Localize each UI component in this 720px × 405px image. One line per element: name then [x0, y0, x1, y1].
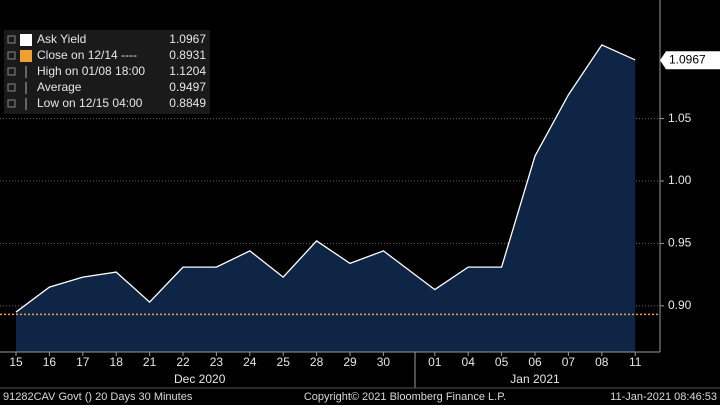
- legend-label: Ask Yield: [37, 32, 86, 46]
- x-tick-label: 29: [343, 355, 357, 369]
- legend-swatch: [20, 34, 32, 46]
- plot-area: [0, 44, 660, 353]
- y-tick-label: 1.00: [668, 173, 692, 187]
- legend-toggle: [7, 67, 16, 76]
- legend-label: High on 01/08 18:00: [37, 64, 145, 78]
- footer-center: Copyright© 2021 Bloomberg Finance L.P.: [304, 391, 506, 403]
- legend-value: 1.1204: [169, 64, 206, 78]
- x-group-label: Dec 2020: [174, 372, 226, 386]
- x-tick-label: 16: [43, 355, 57, 369]
- x-tick-label: 22: [176, 355, 190, 369]
- area: [16, 44, 636, 353]
- x-tick-label: 23: [210, 355, 224, 369]
- x-tick-label: 06: [528, 355, 542, 369]
- last-value-tag: [660, 51, 720, 70]
- legend-toggle: [7, 83, 16, 92]
- x-tick-label: 24: [243, 355, 257, 369]
- y-tick-label: 1.05: [668, 111, 692, 125]
- x-group-label: Jan 2021: [510, 372, 560, 386]
- footer-right: 11-Jan-2021 08:46:53: [610, 391, 717, 403]
- footer-left: 91282CAV Govt () 20 Days 30 Minutes: [3, 391, 193, 403]
- legend-toggle: [7, 51, 16, 60]
- x-tick-label: 07: [562, 355, 576, 369]
- x-tick-label: 21: [143, 355, 157, 369]
- legend-box: [4, 30, 210, 114]
- x-tick-label: 28: [310, 355, 324, 369]
- legend-label: Average: [37, 80, 82, 94]
- x-tick-label: 25: [277, 355, 291, 369]
- x-tick-label: 01: [428, 355, 442, 369]
- x-tick-label: 11: [629, 355, 642, 369]
- y-tick-label: 0.95: [668, 236, 692, 250]
- legend: Ask Yield 1.0967 Close on 12/14 ---- 0.8931…: [4, 30, 210, 114]
- legend-label: Low on 12/15 04:00: [37, 96, 143, 110]
- x-tick-label: 17: [76, 355, 90, 369]
- legend-value: 0.8931: [169, 48, 206, 62]
- x-tick-label: 18: [110, 355, 124, 369]
- legend-value: 0.9497: [169, 80, 206, 94]
- legend-value: 1.0967: [169, 32, 206, 46]
- x-tick-label: 30: [377, 355, 391, 369]
- x-tick-label: 15: [9, 355, 23, 369]
- y-tick-label: 0.90: [668, 298, 692, 312]
- legend-toggle: [7, 35, 16, 44]
- legend-toggle: [7, 99, 16, 108]
- x-tick-label: 08: [595, 355, 609, 369]
- x-tick-label: 05: [495, 355, 509, 369]
- x-tick-label: 04: [462, 355, 476, 369]
- legend-label: Close on 12/14 ----: [37, 48, 137, 62]
- last-value-label: 1.0967: [669, 52, 706, 66]
- legend-value: 0.8849: [169, 96, 206, 110]
- legend-swatch: [20, 50, 32, 62]
- line: [15, 44, 636, 313]
